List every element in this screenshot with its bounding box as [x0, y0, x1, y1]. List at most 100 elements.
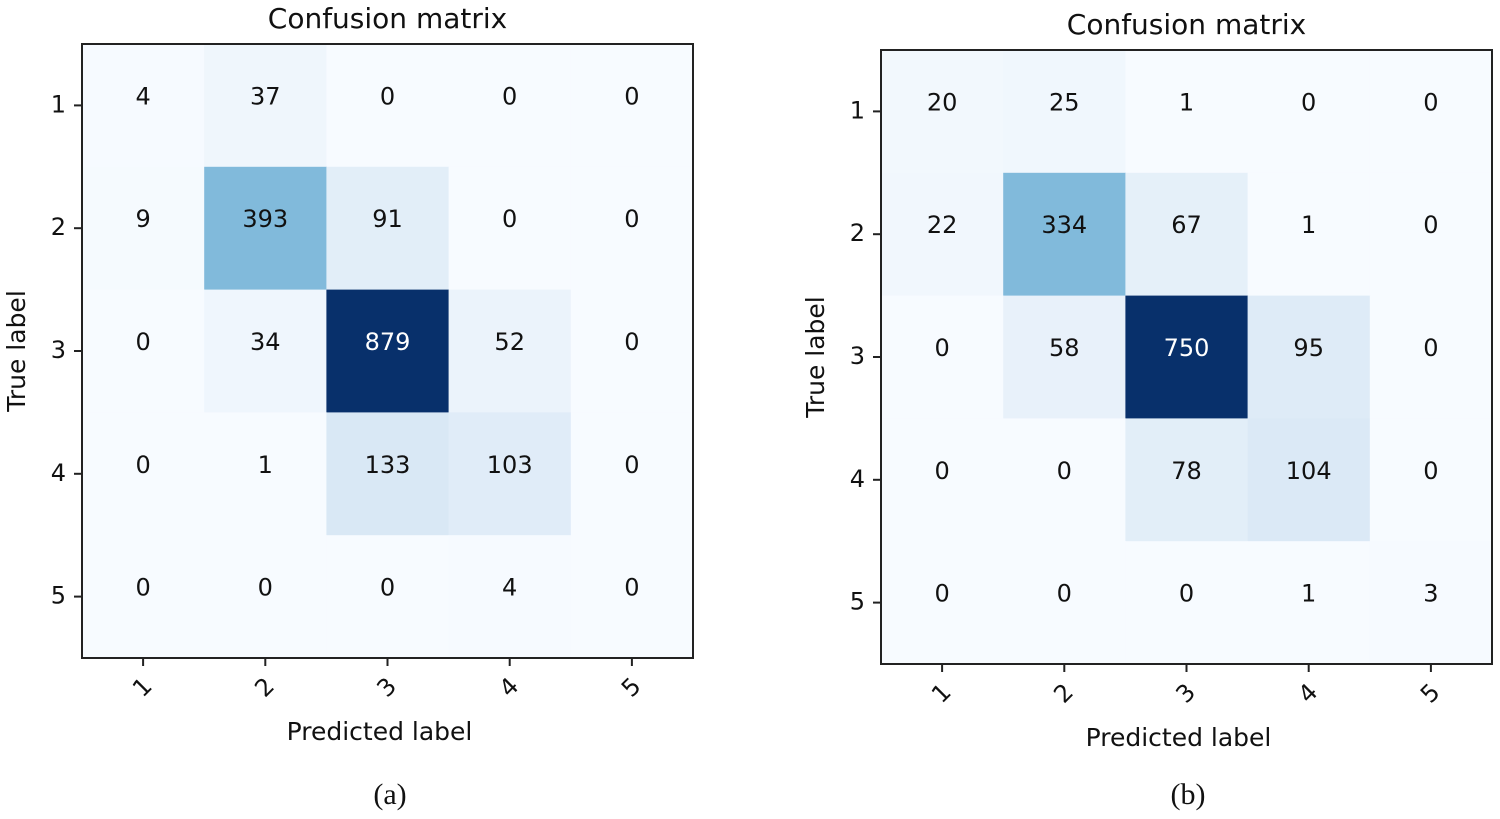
x-tick-label: 4	[1293, 678, 1324, 709]
y-tick-label: 4	[51, 459, 66, 487]
cell	[204, 412, 327, 536]
y-tick-label: 2	[51, 213, 66, 241]
cell	[326, 166, 450, 291]
cell	[326, 535, 450, 659]
cell-label: 0	[1423, 334, 1438, 362]
cell	[82, 412, 205, 536]
cell-label: 9	[135, 205, 150, 233]
cell-label: 78	[1171, 457, 1202, 485]
cell-label: 104	[1286, 457, 1332, 485]
cell-label: 133	[365, 451, 411, 479]
cell-label: 1	[1301, 580, 1316, 608]
y-tick-label: 2	[850, 219, 865, 247]
cell-label: 0	[624, 205, 639, 233]
cell	[204, 166, 327, 291]
cell	[1369, 418, 1493, 542]
cell	[881, 418, 1004, 542]
cell	[1003, 172, 1126, 297]
y-tick-label: 5	[51, 582, 66, 610]
cell-label: 4	[502, 574, 517, 602]
cell	[1125, 50, 1249, 174]
cell-label: 0	[502, 205, 517, 233]
cell	[1369, 50, 1493, 174]
cell	[1247, 295, 1371, 419]
cell	[1247, 541, 1371, 665]
cell-label: 58	[1049, 334, 1080, 362]
cell-label: 1	[1301, 211, 1316, 239]
cell-label: 0	[135, 328, 150, 356]
y-tick-label: 4	[850, 465, 865, 493]
cell	[1003, 541, 1126, 665]
x-axis-label: Predicted label	[287, 717, 473, 746]
cell	[82, 166, 205, 291]
x-axis-label: Predicted label	[1086, 723, 1272, 752]
x-tick-label: 5	[616, 672, 647, 703]
cell	[1003, 418, 1126, 542]
cell-label: 91	[372, 205, 403, 233]
cell-label: 0	[624, 451, 639, 479]
x-tick-label: 1	[127, 672, 158, 703]
cell-label: 0	[502, 82, 517, 110]
cell	[326, 412, 450, 536]
cell-label: 4	[135, 82, 150, 110]
caption: (a)	[373, 778, 406, 811]
cell-label: 0	[135, 574, 150, 602]
cell	[881, 172, 1004, 297]
cell-label: 0	[934, 457, 949, 485]
cell	[204, 535, 327, 659]
x-tick-label: 5	[1415, 678, 1446, 709]
y-axis-label: True label	[2, 290, 31, 413]
cell	[326, 289, 450, 413]
cell	[1125, 172, 1249, 297]
cell-label: 0	[624, 574, 639, 602]
x-tick-label: 2	[1048, 678, 1079, 709]
cell-label: 34	[250, 328, 281, 356]
cell-label: 0	[1423, 211, 1438, 239]
cell-label: 0	[380, 82, 395, 110]
cell-label: 103	[487, 451, 533, 479]
cell	[448, 166, 572, 291]
cell-label: 0	[934, 334, 949, 362]
cell	[1003, 50, 1126, 174]
cell	[1247, 418, 1371, 542]
cell-label: 1	[258, 451, 273, 479]
cell	[881, 541, 1004, 665]
cell	[881, 50, 1004, 174]
cell	[881, 295, 1004, 419]
cell-label: 37	[250, 82, 281, 110]
cell-label: 3	[1423, 580, 1438, 608]
cell-label: 0	[624, 82, 639, 110]
cell-label: 22	[927, 211, 958, 239]
x-tick-label: 4	[494, 672, 525, 703]
cell	[570, 166, 694, 291]
cell	[1125, 418, 1249, 542]
y-axis-label: True label	[801, 296, 830, 419]
cell-label: 0	[624, 328, 639, 356]
cell-label: 67	[1171, 211, 1202, 239]
cell	[1247, 172, 1371, 297]
cell-label: 1	[1179, 88, 1194, 116]
y-tick-label: 1	[850, 96, 865, 124]
cell	[204, 44, 327, 168]
cell	[570, 412, 694, 536]
cell-label: 0	[1301, 88, 1316, 116]
cell	[204, 289, 327, 413]
cell-label: 25	[1049, 88, 1080, 116]
cell	[448, 535, 572, 659]
chart-title: Confusion matrix	[268, 2, 507, 35]
cell	[82, 535, 205, 659]
cell-label: 0	[1423, 457, 1438, 485]
cell	[1369, 295, 1493, 419]
x-tick-label: 2	[249, 672, 280, 703]
cell	[448, 289, 572, 413]
cell-label: 0	[1057, 457, 1072, 485]
cell	[570, 535, 694, 659]
cell	[1247, 50, 1371, 174]
cell-label: 0	[135, 451, 150, 479]
cell	[1369, 172, 1493, 297]
chart-title: Confusion matrix	[1067, 8, 1306, 41]
cell	[1369, 541, 1493, 665]
y-tick-label: 1	[51, 90, 66, 118]
cell	[1125, 295, 1249, 419]
cell	[82, 44, 205, 168]
